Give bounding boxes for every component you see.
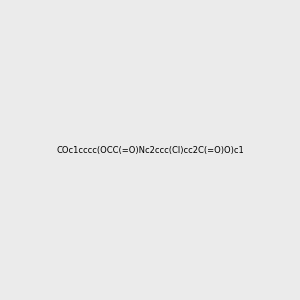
Text: COc1cccc(OCC(=O)Nc2ccc(Cl)cc2C(=O)O)c1: COc1cccc(OCC(=O)Nc2ccc(Cl)cc2C(=O)O)c1 [56,146,244,154]
